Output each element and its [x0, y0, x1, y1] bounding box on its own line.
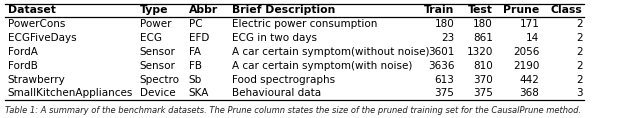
- Text: ECGFiveDays: ECGFiveDays: [8, 33, 76, 43]
- Text: Device: Device: [140, 88, 175, 98]
- Text: SKA: SKA: [189, 88, 209, 98]
- Text: 2: 2: [576, 47, 582, 57]
- Text: 3: 3: [576, 88, 582, 98]
- Text: 442: 442: [520, 75, 540, 85]
- Text: 2190: 2190: [513, 61, 540, 71]
- Text: 613: 613: [435, 75, 454, 85]
- Text: FA: FA: [189, 47, 201, 57]
- Text: Class: Class: [550, 5, 582, 15]
- Text: 14: 14: [526, 33, 540, 43]
- Text: 3636: 3636: [428, 61, 454, 71]
- Text: Brief Description: Brief Description: [232, 5, 336, 15]
- Text: Prune: Prune: [503, 5, 540, 15]
- Text: A car certain symptom(without noise): A car certain symptom(without noise): [232, 47, 430, 57]
- Text: ECG in two days: ECG in two days: [232, 33, 317, 43]
- Text: 23: 23: [441, 33, 454, 43]
- Text: 180: 180: [435, 19, 454, 29]
- Text: Type: Type: [140, 5, 168, 15]
- Text: Sb: Sb: [189, 75, 202, 85]
- Text: 375: 375: [473, 88, 493, 98]
- Text: 375: 375: [435, 88, 454, 98]
- Text: 368: 368: [520, 88, 540, 98]
- Text: EFD: EFD: [189, 33, 209, 43]
- Text: FB: FB: [189, 61, 202, 71]
- Text: Train: Train: [424, 5, 454, 15]
- Text: PC: PC: [189, 19, 202, 29]
- Text: 3601: 3601: [428, 47, 454, 57]
- Text: Behavioural data: Behavioural data: [232, 88, 321, 98]
- Text: Power: Power: [140, 19, 171, 29]
- Text: PowerCons: PowerCons: [8, 19, 65, 29]
- Text: ECG: ECG: [140, 33, 161, 43]
- Text: 370: 370: [473, 75, 493, 85]
- Text: Sensor: Sensor: [140, 61, 175, 71]
- Text: A car certain symptom(with noise): A car certain symptom(with noise): [232, 61, 413, 71]
- Text: 2: 2: [576, 19, 582, 29]
- Text: Spectro: Spectro: [140, 75, 179, 85]
- Text: FordA: FordA: [8, 47, 38, 57]
- Text: 2: 2: [576, 61, 582, 71]
- Text: 2: 2: [576, 33, 582, 43]
- Text: 861: 861: [473, 33, 493, 43]
- Text: Abbr: Abbr: [189, 5, 218, 15]
- Text: SmallKitchenAppliances: SmallKitchenAppliances: [8, 88, 133, 98]
- Text: FordB: FordB: [8, 61, 38, 71]
- Text: Table 1: A summary of the benchmark datasets. The Prune column states the size o: Table 1: A summary of the benchmark data…: [5, 106, 581, 115]
- Text: Strawberry: Strawberry: [8, 75, 65, 85]
- Text: Food spectrographs: Food spectrographs: [232, 75, 335, 85]
- Text: Test: Test: [468, 5, 493, 15]
- Text: Electric power consumption: Electric power consumption: [232, 19, 378, 29]
- Text: 2056: 2056: [513, 47, 540, 57]
- Text: 171: 171: [520, 19, 540, 29]
- Text: 2: 2: [576, 75, 582, 85]
- Text: Dataset: Dataset: [8, 5, 56, 15]
- Text: 810: 810: [473, 61, 493, 71]
- Text: 180: 180: [473, 19, 493, 29]
- Text: Sensor: Sensor: [140, 47, 175, 57]
- Text: 1320: 1320: [467, 47, 493, 57]
